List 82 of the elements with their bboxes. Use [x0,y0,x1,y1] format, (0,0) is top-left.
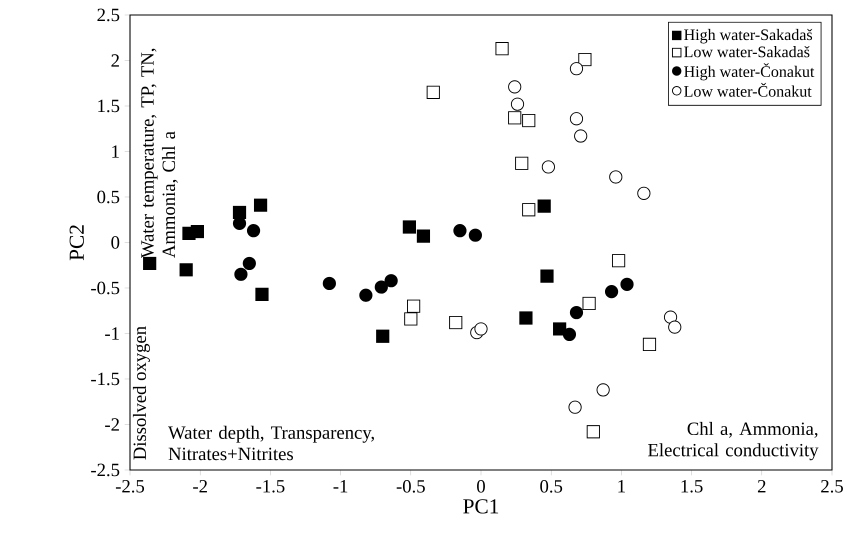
point [609,170,622,184]
legend-label: Low water-Sakadaš [684,46,810,58]
point [474,322,488,336]
point [510,98,524,111]
annotation: Dissolved oxygen [132,326,150,460]
point [449,316,462,330]
point [322,276,336,290]
point [246,224,260,238]
point [180,263,193,276]
point [582,296,596,310]
point [596,383,610,397]
x-tick-label: 2 [758,480,766,492]
x-axis-title: PC1 [463,499,498,514]
x-tick-label: 1.5 [682,480,703,493]
point [426,86,440,99]
point [453,224,467,238]
point [508,80,522,94]
point [376,330,390,343]
point [562,328,576,341]
y-tick-label: -2.5 [91,464,120,476]
point [538,199,551,213]
y-tick-label: 1.5 [98,100,120,112]
annotation: Water depth, Transparency, Nitrates+Nitrites [168,426,374,460]
point [620,278,634,291]
point [190,224,204,238]
y-tick-label: 2 [111,54,119,67]
point [522,114,536,128]
y-tick-label: -1.5 [91,372,120,386]
annotation: Chl a, Ammonia, Electrical conductivity [648,422,818,460]
point [402,220,416,234]
point [359,288,372,302]
point [254,198,268,212]
point [522,203,536,216]
point [578,52,592,66]
x-tick-label: 1 [618,480,625,492]
point [234,268,248,281]
point [637,186,650,200]
point [642,338,656,352]
y-tick-label: -0.5 [91,282,120,294]
point [468,228,482,242]
point [404,312,418,326]
point [384,274,398,288]
point [508,111,522,124]
x-tick-label: 0.5 [540,480,562,493]
legend-label: High water-Čonakut [684,63,814,80]
point [374,280,388,294]
point [570,112,584,126]
y-tick-label: -2 [105,418,119,431]
point [570,306,584,320]
legend-label: Low water-Čonakut [684,82,812,97]
y-tick-label: 0 [111,236,120,249]
point [574,129,588,143]
point [540,270,554,283]
point [255,288,269,301]
point [604,285,618,298]
x-tick-label: -1.5 [256,480,284,493]
point [612,254,626,268]
x-tick-label: -1 [334,480,348,492]
point [143,256,156,270]
point [570,62,584,76]
point [542,160,555,174]
point [407,300,420,313]
point [668,320,682,334]
x-tick-label: -0.5 [396,480,425,493]
point [519,311,533,325]
point [242,256,256,270]
point [568,400,582,414]
x-tick-label: 2.5 [821,480,843,493]
y-tick-label: -1 [105,327,119,340]
y-axis-title: PC2 [70,225,84,260]
annotation: Water temperature, TP, TN, Ammonia, Chl a [141,48,178,258]
point [416,230,430,243]
point [495,42,509,56]
x-tick-label: 0 [477,480,485,493]
y-tick-label: 1 [112,145,119,158]
point [586,425,600,438]
point [664,310,678,324]
y-tick-label: 2.5 [97,8,120,22]
y-tick-label: 0.5 [97,190,120,204]
x-tick-label: -2 [193,480,207,492]
legend-label: High water-Sakadaš [684,28,812,44]
point [515,156,528,170]
